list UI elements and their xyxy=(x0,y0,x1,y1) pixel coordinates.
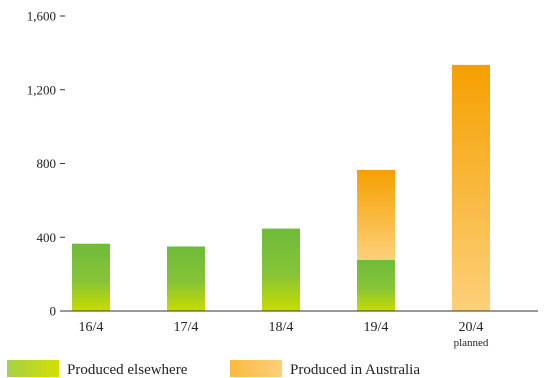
y-tick-label: 0 xyxy=(50,304,57,319)
x-tick-label: 20/4 xyxy=(459,320,484,335)
legend: Produced elsewhere Produced in Australia xyxy=(7,360,420,378)
x-tick-label: 19/4 xyxy=(364,320,389,335)
legend-swatch xyxy=(230,360,282,377)
legend-label: Produced in Australia xyxy=(290,362,420,378)
x-tick-label: 18/4 xyxy=(269,320,294,335)
bar-produced-elsewhere xyxy=(167,246,205,311)
x-tick-label: 16/4 xyxy=(79,320,104,335)
y-axis: 0 400 800 1,200 1,600 xyxy=(27,9,65,319)
bar-produced-in-australia xyxy=(357,169,395,260)
legend-swatch xyxy=(7,360,59,377)
y-tick-label: 1,600 xyxy=(27,9,56,24)
x-tick-label: 17/4 xyxy=(174,320,199,335)
x-tick-sublabel: planned xyxy=(454,337,489,349)
y-tick-label: 400 xyxy=(37,230,57,245)
x-axis-labels: 16/4 17/4 18/4 19/4 20/4 planned xyxy=(79,320,489,349)
bars xyxy=(72,64,490,311)
bar-produced-in-australia xyxy=(452,64,490,311)
y-tick-label: 1,200 xyxy=(27,82,56,97)
bar-produced-elsewhere xyxy=(72,243,110,311)
y-tick-label: 800 xyxy=(37,156,57,171)
bar-produced-elsewhere xyxy=(262,228,300,311)
bar-produced-elsewhere xyxy=(357,259,395,311)
legend-label: Produced elsewhere xyxy=(67,362,188,378)
